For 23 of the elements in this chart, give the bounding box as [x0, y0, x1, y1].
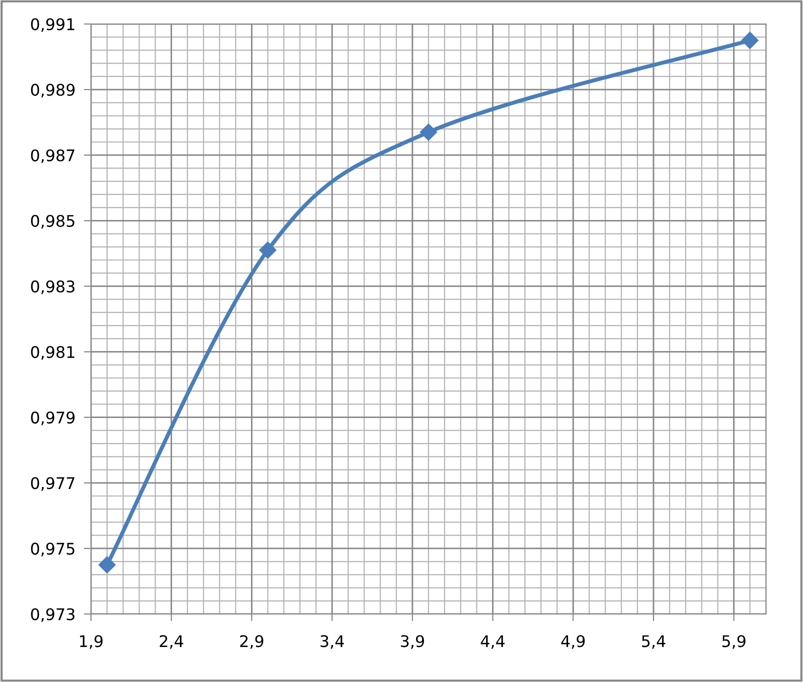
point — [98, 556, 116, 574]
y-tick-label: 0,979 — [31, 412, 75, 426]
y-tick-label: 0,987 — [31, 149, 74, 164]
x-tick-label: 3,4 — [320, 635, 344, 649]
y-tick-label: 0,977 — [31, 477, 74, 491]
x-tick-label: 4,9 — [561, 635, 585, 649]
point — [420, 124, 438, 141]
x-tick-label: 5,9 — [722, 635, 746, 649]
x-tick-label: 1,9 — [80, 635, 103, 649]
x-tick-label: 4,4 — [480, 635, 505, 649]
y-tick-label: 0,985 — [31, 214, 74, 229]
y-tick-label: 0,989 — [31, 84, 75, 98]
point — [259, 242, 276, 259]
x-tick-label: 2,9 — [240, 635, 264, 649]
y-tick-label: 0,983 — [31, 280, 74, 294]
y-tick-label: 0,991 — [31, 18, 74, 32]
x-tick-label: 2,4 — [160, 635, 184, 649]
x-tick-label: 5,4 — [642, 635, 666, 649]
y-tick-label: 0,981 — [31, 346, 74, 360]
y-tick-label: 0,975 — [31, 542, 74, 556]
point — [741, 32, 758, 49]
x-tick-label: 3,9 — [400, 635, 424, 649]
y-tick-label: 0,973 — [31, 608, 74, 622]
